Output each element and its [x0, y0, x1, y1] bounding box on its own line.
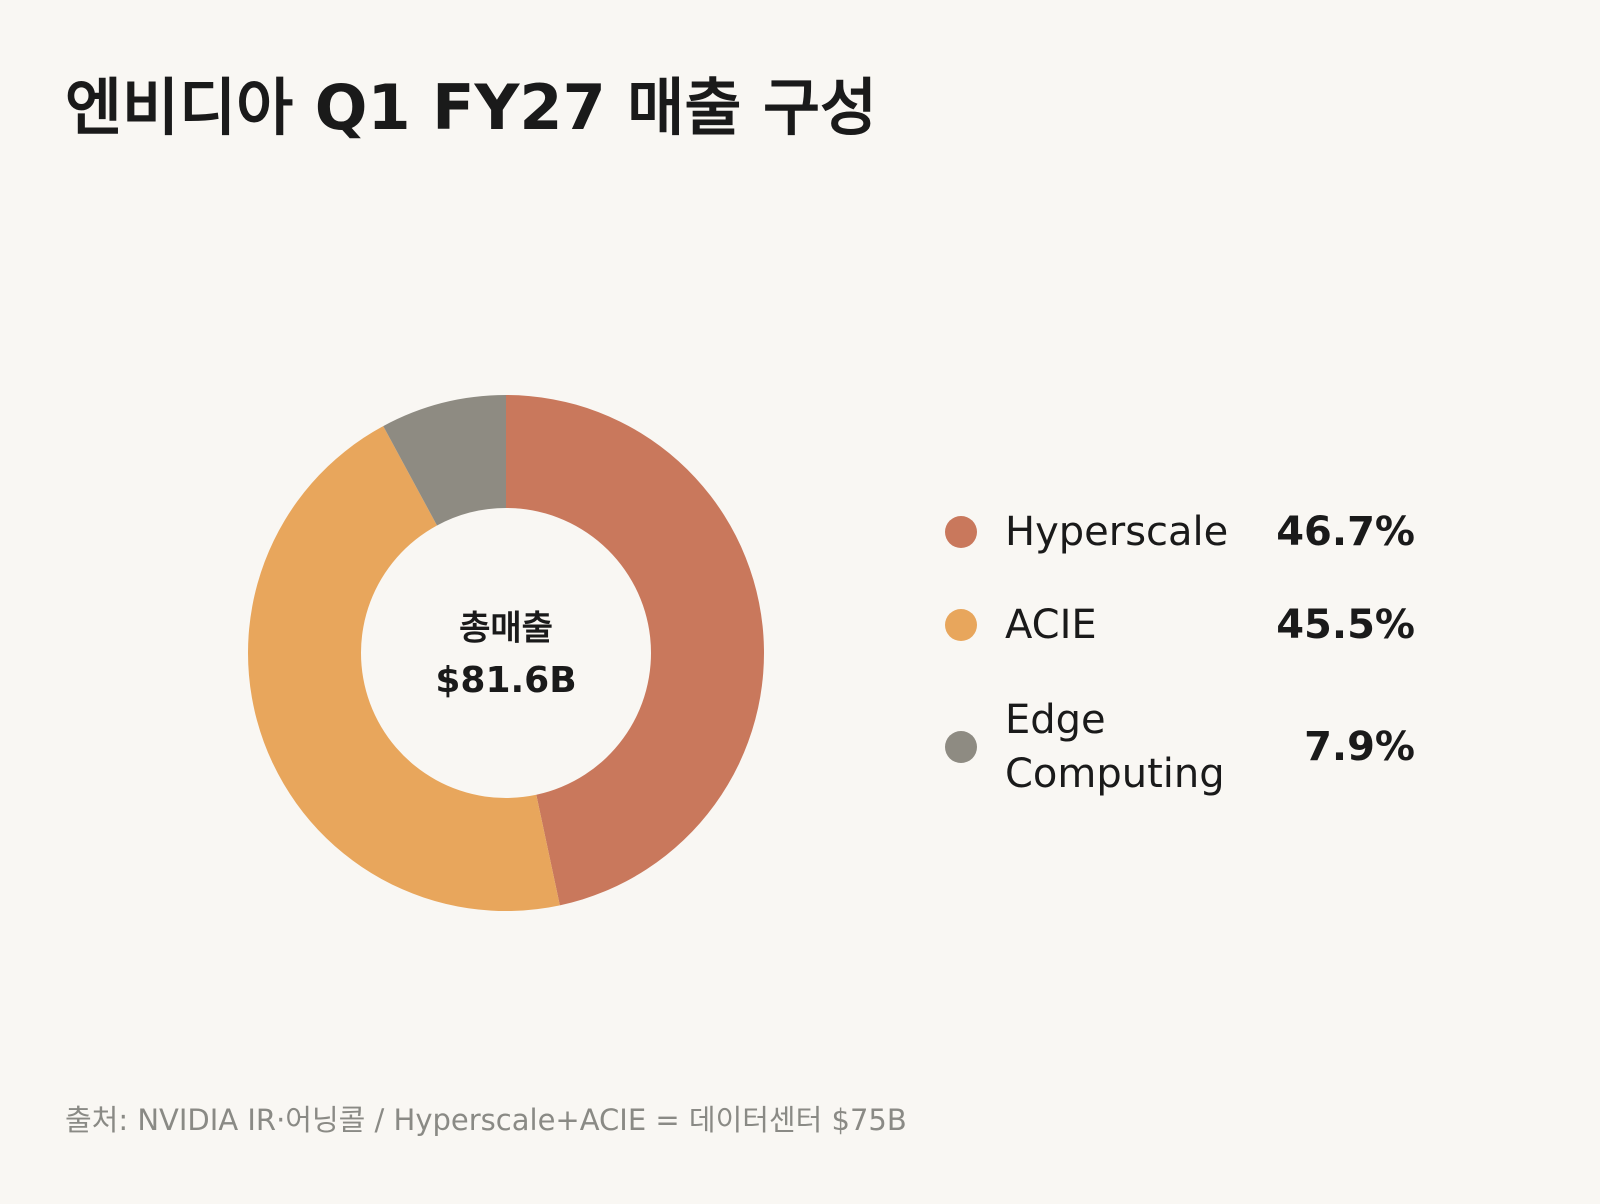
- legend-item: ACIE 45.5%: [945, 598, 1415, 652]
- source-note: 출처: NVIDIA IR·어닝콜 / Hyperscale+ACIE = 데이…: [65, 1103, 907, 1137]
- center-value: $81.6B: [435, 660, 576, 701]
- legend-label: Edge Computing: [1005, 697, 1225, 797]
- legend-item: Edge Computing 7.9%: [945, 693, 1415, 801]
- legend-marker: [945, 516, 977, 548]
- legend-item: Hyperscale 46.7%: [945, 505, 1415, 559]
- donut-slice: [248, 426, 560, 911]
- legend-marker: [945, 609, 977, 641]
- chart-title: 엔비디아 Q1 FY27 매출 구성: [65, 71, 877, 144]
- legend-marker: [945, 731, 977, 763]
- donut-slice: [506, 395, 764, 906]
- legend-label: Hyperscale: [1005, 509, 1229, 555]
- value-label: 46.7%: [1276, 509, 1415, 555]
- value-label: 45.5%: [1276, 602, 1415, 648]
- center-label: 총매출: [459, 609, 553, 649]
- legend-label: ACIE: [1005, 602, 1097, 648]
- donut-slice: [383, 395, 506, 526]
- value-label: 7.9%: [1304, 724, 1415, 770]
